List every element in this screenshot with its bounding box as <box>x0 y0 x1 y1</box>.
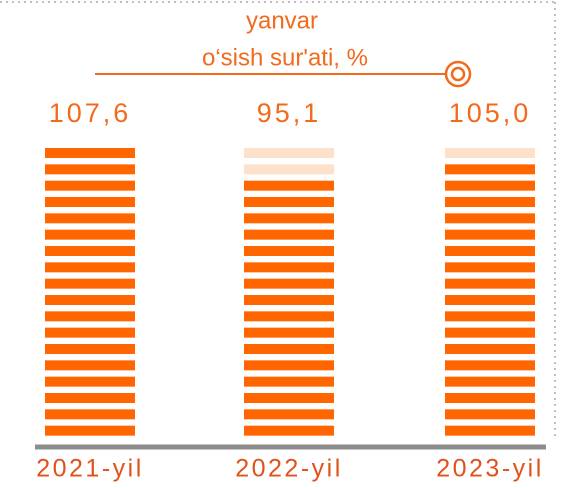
chart-title: yanvar <box>246 7 318 34</box>
bar-stripe <box>244 229 334 240</box>
bar-stripe <box>244 311 334 322</box>
bar-stripe <box>45 213 135 224</box>
bar-stripe <box>445 295 535 305</box>
bar-stripe <box>45 262 135 273</box>
x-tick-label: 2021-yil <box>36 455 144 483</box>
bar-stripe <box>445 180 535 191</box>
bar-stripe <box>445 213 535 224</box>
bar-stripe <box>445 311 535 322</box>
bar-stripe <box>244 213 334 224</box>
bar <box>45 148 135 436</box>
bar-stripe <box>244 393 334 403</box>
value-label: 107,6 <box>49 98 132 128</box>
bar-stripe <box>45 278 135 289</box>
bar-stripe <box>244 425 334 436</box>
x-tick-label: 2023-yil <box>436 455 544 483</box>
bar-stripe <box>244 376 334 387</box>
bar-stripe <box>445 197 535 207</box>
bar-stripe <box>45 360 135 371</box>
bar-stripe <box>45 393 135 403</box>
bar-stripe <box>45 327 135 338</box>
bar-stripe <box>244 327 334 338</box>
bar-stripe <box>244 409 334 420</box>
title-ring-inner <box>450 66 466 82</box>
bar-stripe <box>45 425 135 436</box>
bar-stripe <box>45 197 135 207</box>
bar-stripe <box>445 376 535 387</box>
value-label: 105,0 <box>449 98 532 128</box>
bar <box>244 148 334 436</box>
chart-subtitle: o‘sish sur'ati, % <box>202 44 368 71</box>
bar-stripe <box>244 278 334 289</box>
bar-stripe <box>445 246 535 256</box>
bar-stripe <box>445 344 535 354</box>
bar-stripe <box>45 344 135 354</box>
bar-stripe <box>445 409 535 420</box>
bar-stripe <box>244 148 334 158</box>
bar-stripe <box>45 148 135 158</box>
bar-stripe <box>244 197 334 207</box>
title-ring <box>444 60 472 88</box>
bar-stripe <box>244 295 334 305</box>
bar-stripe <box>45 164 135 175</box>
bar-stripe <box>45 409 135 420</box>
value-label: 95,1 <box>257 98 322 128</box>
bar-stripe <box>445 148 535 158</box>
bar-stripe <box>244 262 334 273</box>
bar-stripe <box>244 164 334 175</box>
bar-stripe <box>445 262 535 273</box>
bar-stripe <box>45 311 135 322</box>
bar-stripe <box>45 229 135 240</box>
bar-stripe <box>45 295 135 305</box>
bar-stripe <box>445 278 535 289</box>
x-tick-label: 2022-yil <box>235 455 343 483</box>
bar-stripe <box>445 327 535 338</box>
bar-stripe <box>445 229 535 240</box>
bar-stripe <box>244 180 334 191</box>
bar-stripe <box>45 180 135 191</box>
bar-stripe <box>445 425 535 436</box>
bar-stripe <box>244 246 334 256</box>
bar-stripe <box>445 360 535 371</box>
bar-stripe <box>445 393 535 403</box>
bar <box>445 148 535 436</box>
bar-stripe <box>45 246 135 256</box>
bar-stripe <box>445 164 535 175</box>
bar-stripe <box>244 344 334 354</box>
bar-stripe <box>244 360 334 371</box>
bar-stripe <box>45 376 135 387</box>
